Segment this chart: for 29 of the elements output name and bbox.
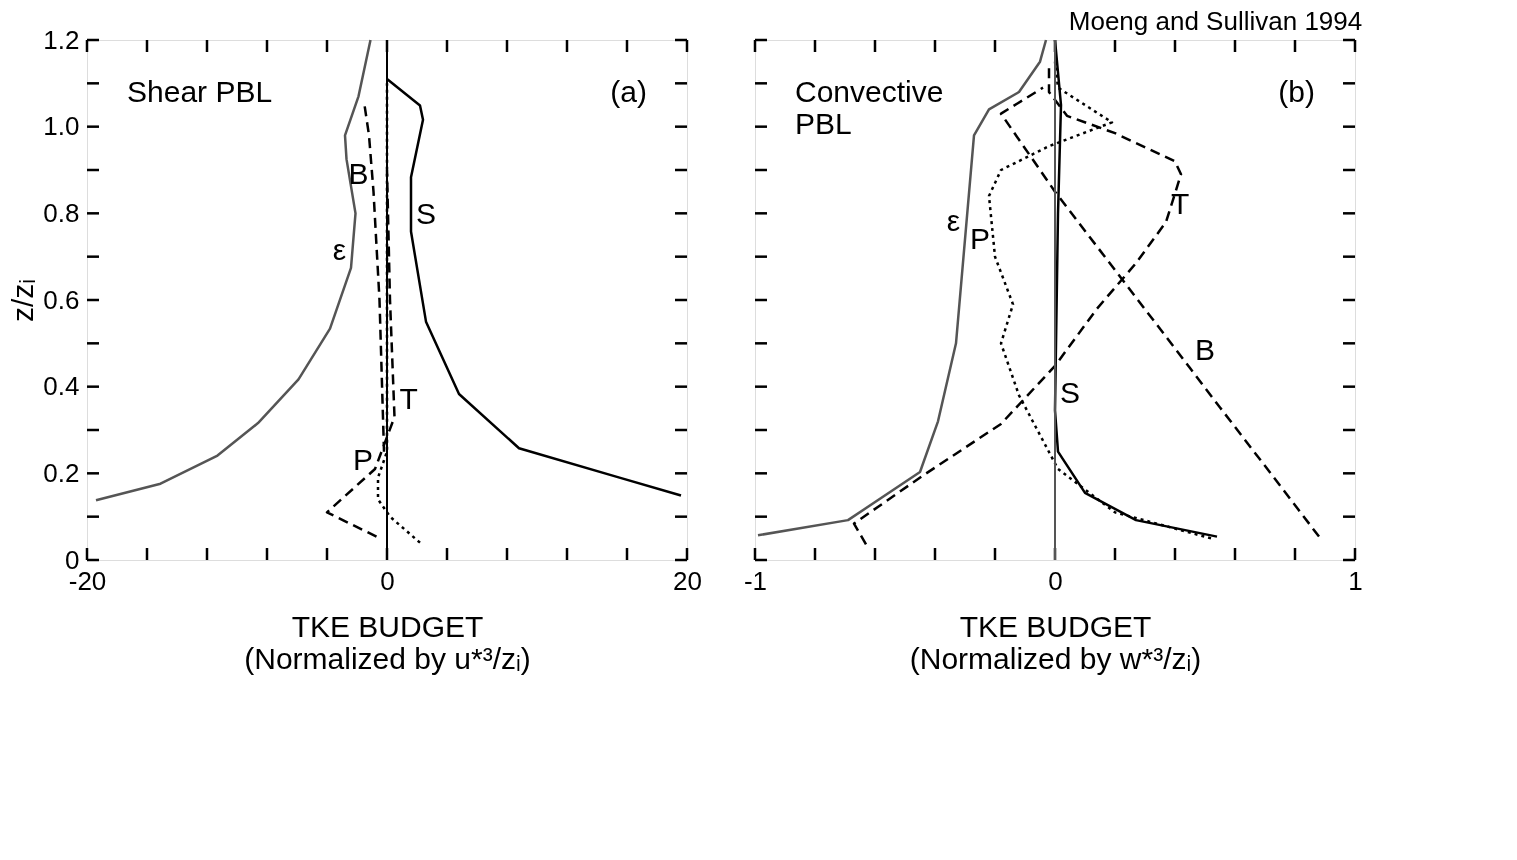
chart-title: Moeng and Sullivan 1994	[1068, 5, 1363, 36]
series-label: S	[1060, 375, 1081, 409]
series-label: B	[348, 156, 369, 190]
y-tick-label: 0.8	[43, 197, 80, 228]
series-label: S	[416, 196, 437, 230]
annotation: (a)	[610, 75, 647, 108]
y-axis-title: z/zᵢ	[6, 278, 40, 323]
y-tick-label: 1.2	[43, 24, 80, 55]
series-label: B	[1195, 333, 1216, 367]
x-axis-title: TKE BUDGET (Normalized by u*³/zᵢ)	[244, 609, 531, 675]
series-label: ε	[946, 204, 960, 238]
x-tick-label: 20	[673, 565, 702, 596]
annotation: (b)	[1278, 75, 1315, 108]
x-tick-label: -1	[743, 565, 768, 596]
series-label: P	[969, 221, 990, 255]
y-tick-label: 1.0	[43, 111, 80, 142]
series-label: T	[1171, 187, 1190, 220]
x-tick-label: 0	[1048, 565, 1063, 596]
y-tick-label: 0.4	[43, 371, 80, 402]
y-tick-label: 0.6	[43, 284, 80, 315]
x-axis-title: TKE BUDGET (Normalized by w*³/zᵢ)	[909, 609, 1202, 675]
series-label: T	[399, 382, 418, 415]
series-label: P	[352, 442, 373, 476]
series-label: ε	[332, 232, 346, 266]
x-tick-label: 1	[1348, 565, 1363, 596]
y-tick-label: 0.2	[43, 457, 80, 488]
annotation: Convective PBL	[795, 75, 944, 140]
x-tick-label: 0	[380, 565, 395, 596]
annotation: Shear PBL	[127, 75, 273, 108]
